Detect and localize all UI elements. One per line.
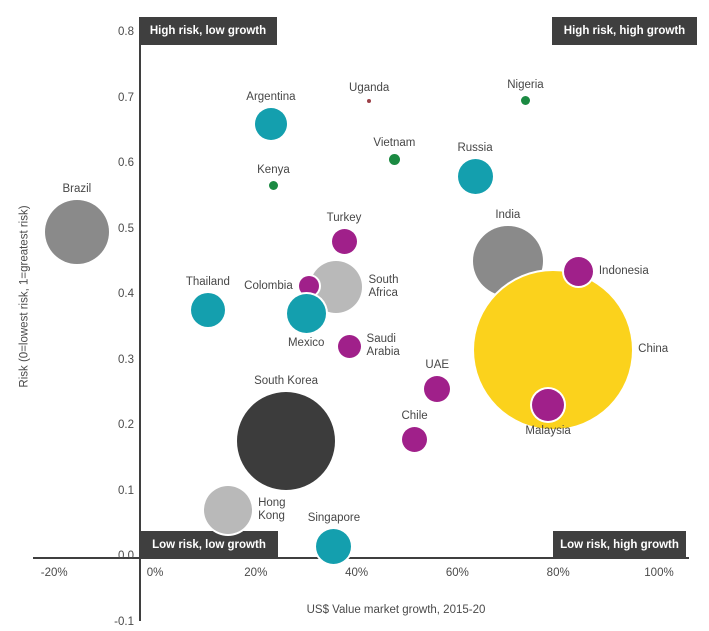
bubble-singapore	[316, 528, 352, 564]
y-tick-0.0: 0.0	[118, 550, 134, 562]
x-tick-100%: 100%	[644, 567, 674, 579]
quadrant-label-high-risk-low-growth: High risk, low growth	[139, 17, 277, 45]
bubble-label-china: China	[638, 343, 669, 356]
y-axis-line	[139, 17, 141, 621]
bubble-uganda	[367, 98, 372, 103]
bubble-label-uae: UAE	[425, 358, 450, 371]
quadrant-label-low-risk-high-growth: Low risk, high growth	[553, 531, 686, 559]
bubble-nigeria	[520, 96, 530, 106]
bubble-label-chile: Chile	[401, 409, 428, 422]
x-axis-title: US$ Value market growth, 2015-20	[306, 604, 486, 616]
bubble-label-south-korea: South Korea	[254, 375, 318, 388]
bubble-russia	[457, 158, 493, 194]
x-tick-80%: 80%	[546, 567, 570, 579]
bubble-label-vietnam: Vietnam	[373, 137, 416, 150]
quadrant-label-low-risk-low-growth: Low risk, low growth	[140, 531, 278, 559]
y-tick-0.3: 0.3	[118, 353, 134, 366]
bubble-kenya	[268, 181, 278, 191]
y-axis-title: Risk (0=lowest risk, 1=greatest risk)	[18, 205, 31, 388]
bubble-south-korea	[237, 392, 336, 491]
bubble-label-south-africa: South Africa	[368, 274, 399, 300]
bubble-label-india: India	[495, 209, 521, 222]
bubble-mexico	[286, 294, 326, 334]
x-tick-0%: 0%	[146, 567, 164, 579]
x-tick-40%: 40%	[345, 567, 369, 579]
y-tick-0.5: 0.5	[118, 222, 134, 235]
bubble-chile	[402, 426, 428, 452]
bubble-label-saudi-arabia: Saudi Arabia	[366, 333, 400, 359]
y-tick-0.8: 0.8	[118, 26, 134, 38]
y-tick-0.4: 0.4	[118, 288, 134, 300]
bubble-label-colombia: Colombia	[244, 279, 293, 292]
bubble-label-thailand: Thailand	[185, 276, 230, 289]
bubble-malaysia	[532, 389, 565, 422]
quadrant-label-high-risk-high-growth: High risk, high growth	[552, 17, 697, 45]
bubble-label-malaysia: Malaysia	[525, 425, 571, 438]
bubble-saudi-arabia	[337, 334, 361, 358]
bubble-argentina	[254, 107, 287, 140]
bubble-label-indonesia: Indonesia	[598, 264, 649, 277]
bubble-indonesia	[563, 256, 593, 286]
bubble-uae	[424, 375, 451, 402]
bubble-label-brazil: Brazil	[62, 182, 92, 195]
bubble-label-russia: Russia	[457, 141, 493, 154]
bubble-label-nigeria: Nigeria	[507, 79, 544, 92]
bubble-label-turkey: Turkey	[326, 212, 362, 225]
y-tick-0.7: 0.7	[118, 91, 134, 104]
bubble-turkey	[331, 229, 357, 255]
x-tick-20%: 20%	[244, 567, 268, 579]
y-tick-0.6: 0.6	[118, 157, 134, 169]
bubble-hong-kong	[204, 486, 253, 535]
y-tick-0.2: 0.2	[118, 419, 134, 431]
bubble-thailand	[190, 293, 225, 328]
bubble-label-hong-kong: Hong Kong	[258, 497, 286, 523]
bubble-vietnam	[388, 154, 400, 166]
y-tick-0.1: 0.1	[118, 484, 134, 497]
x-tick--20%: -20%	[40, 567, 68, 579]
bubble-label-mexico: Mexico	[287, 337, 325, 350]
y-tick--0.1: -0.1	[114, 615, 134, 628]
x-axis-line	[33, 557, 689, 559]
bubble-colombia	[298, 276, 319, 297]
bubble-label-argentina: Argentina	[246, 90, 296, 103]
x-tick-60%: 60%	[445, 567, 469, 579]
bubble-brazil	[44, 199, 109, 264]
bubble-label-kenya: Kenya	[257, 164, 290, 177]
bubble-label-singapore: Singapore	[307, 511, 361, 524]
bubble-label-uganda: Uganda	[349, 81, 390, 94]
